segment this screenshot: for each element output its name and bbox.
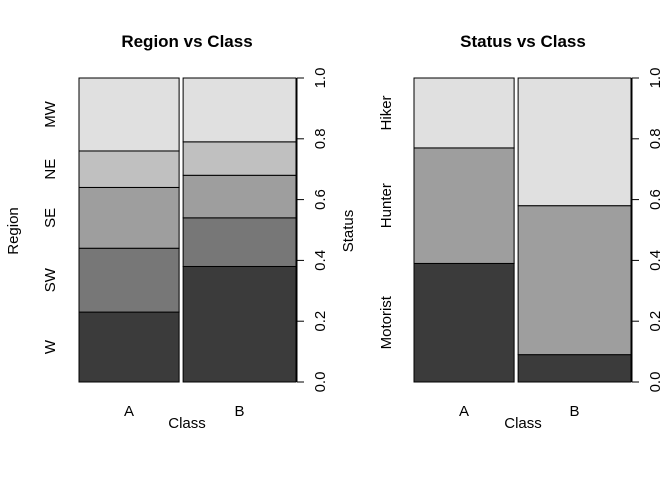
chart-1-title: Region vs Class — [121, 32, 252, 51]
right-axis-tick-label: 0.2 — [312, 311, 329, 332]
segment-b-hiker — [517, 77, 632, 207]
segment-a-mw — [78, 77, 180, 152]
level-label-motorist: Motorist — [378, 295, 395, 349]
segment-b-motorist — [517, 354, 632, 383]
chart-1-xlabel: Class — [168, 415, 206, 432]
right-axis-tick-label: 0.0 — [312, 372, 329, 393]
level-label-ne: NE — [42, 159, 59, 180]
level-label-hiker: Hiker — [378, 95, 395, 130]
chart-2-plot: A B Motorist Hunter Hiker 0.0 0.2 0.4 0.6 0.8 1.0 — [378, 68, 664, 420]
right-axis-tick-label: 0.4 — [312, 250, 329, 271]
segment-b-se — [182, 174, 297, 219]
segment-a-w — [78, 311, 180, 383]
level-label-w: W — [42, 339, 59, 354]
right-axis-tick-label: 0.6 — [312, 189, 329, 210]
segment-a-hunter — [413, 147, 515, 264]
segment-b-ne — [182, 141, 297, 176]
level-label-hunter: Hunter — [378, 183, 395, 228]
segment-b-hunter — [517, 205, 632, 356]
right-axis-tick-label: 0.0 — [647, 372, 664, 393]
level-label-mw: MW — [42, 100, 59, 127]
level-label-sw: SW — [42, 267, 59, 292]
segment-a-hiker — [413, 77, 515, 149]
chart-2-xlabel: Class — [504, 415, 542, 432]
chart-1-ylabel: Region — [5, 207, 22, 255]
segment-a-motorist — [413, 262, 515, 383]
right-axis-tick-label: 0.6 — [647, 189, 664, 210]
segment-a-sw — [78, 247, 180, 313]
segment-b-w — [182, 265, 297, 383]
category-label-a: A — [124, 403, 134, 420]
right-axis-tick-label: 1.0 — [312, 68, 329, 89]
right-axis-tick-label: 0.8 — [647, 128, 664, 149]
chart-1-plot: A B W SW SE NE MW 0.0 0.2 0.4 0.6 0.8 1.0 — [42, 68, 329, 420]
right-axis-tick-label: 0.8 — [312, 128, 329, 149]
right-axis-tick-label: 0.4 — [647, 250, 664, 271]
segment-b-sw — [182, 217, 297, 267]
category-label-a: A — [459, 403, 469, 420]
right-axis-tick-label: 0.2 — [647, 311, 664, 332]
right-axis-tick-label: 1.0 — [647, 68, 664, 89]
segment-b-mw — [182, 77, 297, 143]
chart-1-right-axis-label: Status — [340, 210, 357, 253]
category-label-b: B — [570, 403, 580, 420]
category-label-b: B — [235, 403, 245, 420]
segment-a-ne — [78, 150, 180, 188]
segment-a-se — [78, 186, 180, 249]
level-label-se: SE — [42, 208, 59, 228]
chart-2-title: Status vs Class — [460, 32, 586, 51]
